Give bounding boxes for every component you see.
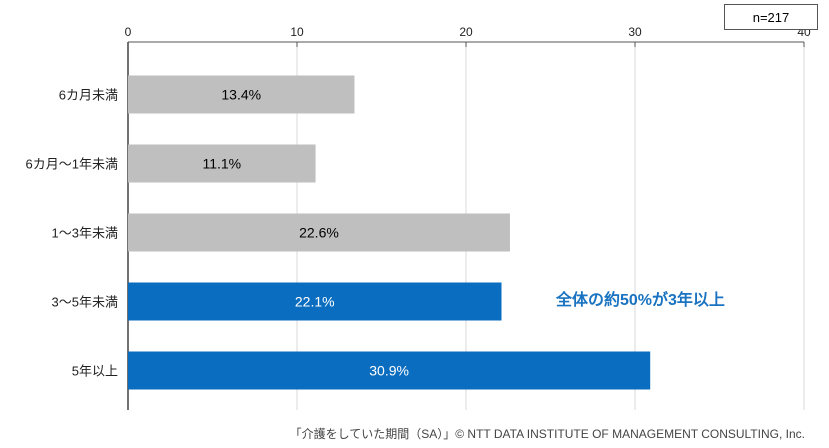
bar	[128, 213, 510, 252]
data-label: 30.9%	[369, 363, 409, 379]
data-label: 22.6%	[299, 225, 339, 241]
data-label: 13.4%	[221, 87, 261, 103]
bar	[128, 144, 316, 183]
x-tick-label: 30	[628, 25, 642, 39]
x-tick-label: 0	[125, 25, 132, 39]
data-label: 11.1%	[202, 156, 241, 172]
category-label: 3～5年未満	[52, 295, 118, 310]
x-tick-label: 10	[290, 25, 304, 39]
category-label: 6カ月～1年未満	[26, 157, 118, 172]
category-label: 1～3年未満	[52, 226, 118, 241]
data-label: 22.1%	[295, 294, 335, 310]
category-label: 6カ月未満	[59, 88, 118, 103]
bar	[128, 75, 355, 114]
category-label: 5年以上	[72, 364, 118, 379]
source-footer: 「介護をしていた期間（SA）」© NTT DATA INSTITUTE OF M…	[289, 427, 805, 441]
sample-size-box: n=217	[724, 4, 818, 30]
bar	[128, 351, 651, 390]
x-tick-label: 20	[459, 25, 473, 39]
bar	[128, 282, 502, 321]
highlight-annotation: 全体の約50%が3年以上	[556, 292, 725, 309]
